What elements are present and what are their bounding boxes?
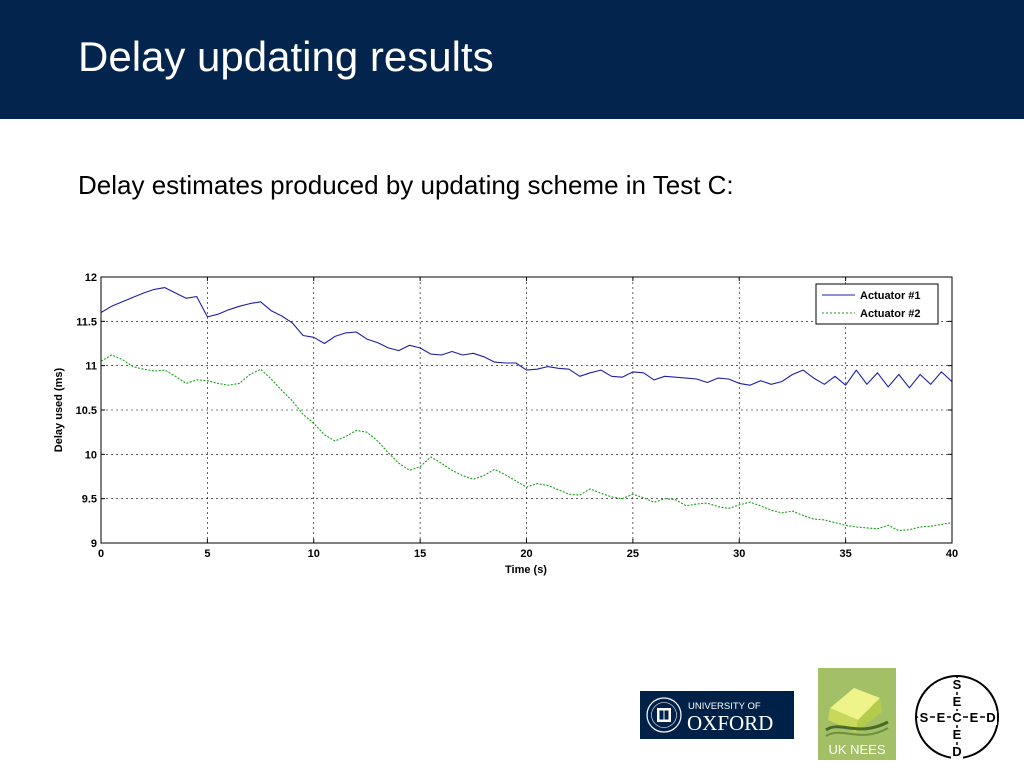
grid xyxy=(101,277,952,543)
oxford-crest-icon xyxy=(646,697,682,733)
y-tick-label: 10 xyxy=(85,449,97,461)
x-tick-label: 10 xyxy=(308,548,320,560)
x-tick-label: 30 xyxy=(733,548,745,560)
x-tick-label: 0 xyxy=(98,548,104,560)
x-tick-label: 40 xyxy=(946,548,958,560)
seced-letter: S xyxy=(953,677,962,692)
uknees-logo: UK NEES xyxy=(818,668,896,760)
x-tick-label: 35 xyxy=(840,548,852,560)
seced-letter-bg xyxy=(935,711,947,725)
seced-letter-bg xyxy=(985,711,997,725)
seced-letter-bg xyxy=(951,728,963,742)
seced-letter-bg xyxy=(968,711,980,725)
y-tick-label: 9 xyxy=(91,538,97,550)
header-bar: Delay updating results xyxy=(0,0,1024,119)
x-tick-label: 25 xyxy=(627,548,639,560)
uknees-logo-text: UK NEES xyxy=(828,742,885,757)
seced-letter: E xyxy=(953,694,962,709)
x-tick-label: 5 xyxy=(204,548,210,560)
y-tick-label: 11 xyxy=(85,361,97,373)
series-line-1 xyxy=(100,287,953,389)
legend-label-1: Actuator #1 xyxy=(860,290,921,302)
legend-label-2: Actuator #2 xyxy=(860,308,921,320)
seced-letter: E xyxy=(953,727,962,742)
oxford-logo-line1: UNIVERSITY OF xyxy=(688,701,761,712)
seced-letter-bg xyxy=(951,745,963,759)
uknees-emblem-icon xyxy=(825,688,889,737)
legend: Actuator #1 Actuator #2 xyxy=(815,283,939,325)
oxford-logo-line2: OXFORD xyxy=(687,711,773,735)
x-axis-ticks: 0 5 10 15 20 25 30 35 40 xyxy=(98,277,958,560)
seced-letter-bg xyxy=(951,678,963,692)
seced-letter: E xyxy=(937,710,946,725)
x-tick-label: 20 xyxy=(520,548,532,560)
y-tick-label: 12 xyxy=(85,272,97,284)
seced-letter-bg xyxy=(918,711,930,725)
seced-letter: D xyxy=(986,710,995,725)
x-axis-label: Time (s) xyxy=(505,564,547,576)
seced-letter: S xyxy=(920,710,929,725)
seced-letter: C xyxy=(952,710,962,725)
x-tick-label: 15 xyxy=(414,548,426,560)
seced-letter-bg xyxy=(951,695,963,709)
y-tick-label: 11.5 xyxy=(76,316,97,328)
slide-title: Delay updating results xyxy=(78,33,494,80)
series-layer xyxy=(100,287,953,532)
legend-box xyxy=(815,283,939,325)
y-axis-label: Delay used (ms) xyxy=(53,367,65,452)
slide-subtitle: Delay estimates produced by updating sch… xyxy=(78,170,734,200)
oxford-logo: UNIVERSITY OF OXFORD xyxy=(640,691,794,739)
y-tick-label: 9.5 xyxy=(82,494,97,506)
y-tick-label: 10.5 xyxy=(76,405,97,417)
seced-letter: E xyxy=(970,710,979,725)
series-line-2 xyxy=(100,354,953,532)
y-axis-ticks: 9 9.5 10 10.5 11 11.5 12 xyxy=(76,272,952,550)
seced-letter: D xyxy=(952,744,961,759)
delay-chart: 0 5 10 15 20 25 30 35 40 9 9.5 10 10.5 11 11.5 12 Time… xyxy=(53,272,958,576)
seced-letter-bg xyxy=(951,711,963,725)
